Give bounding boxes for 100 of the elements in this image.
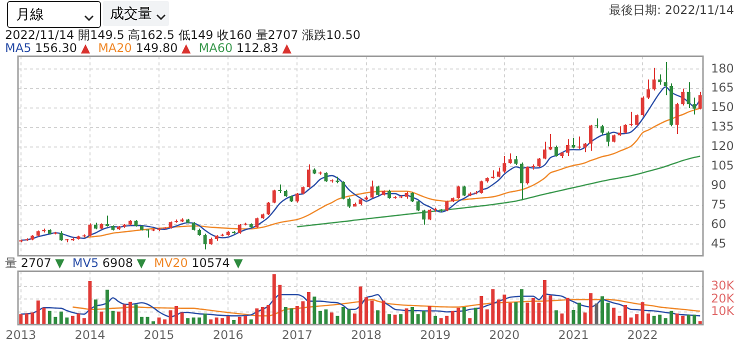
line-series [72,298,701,316]
bar [70,316,74,325]
x-tick-label: 2017 [282,328,312,342]
bar [24,314,28,325]
y-tick-label: 150 [711,100,734,114]
text: 月線 [16,6,44,24]
bar [140,316,144,325]
bar [48,310,52,325]
bar [640,302,644,325]
bar [105,290,109,325]
bar [491,289,495,325]
bar [255,308,259,325]
bar [376,310,380,325]
bar [393,314,397,325]
bar [675,314,679,325]
bar [198,317,202,325]
bar [295,306,299,325]
bar [485,309,489,325]
x-tick-label: 2016 [212,328,244,342]
bar [330,312,334,325]
bar [422,310,426,325]
bar [428,306,432,325]
x-tick-label: 2019 [420,328,451,342]
bar [542,280,546,325]
bar [531,298,535,325]
text: MA20 149.80 ▲ [98,41,191,55]
bar [578,302,581,325]
y-tick-label: 45 [711,236,726,250]
bar [439,318,443,325]
bar [260,307,264,325]
bar [168,310,172,325]
bar [416,314,420,325]
bar [514,302,518,325]
bar [548,295,552,325]
bar [664,318,668,325]
bar [192,317,196,325]
x-tick-label: 2015 [144,328,174,342]
bar [692,314,696,325]
bar [214,317,218,325]
bar [290,308,294,325]
y-tick-label: 120 [711,139,734,154]
bar [399,314,403,325]
x-tick-label: 2018 [350,328,382,342]
bar [450,310,454,325]
bar [646,314,650,325]
y-tick-label: 165 [711,80,734,95]
bar [434,316,438,325]
bar [278,284,282,325]
bar [624,305,628,325]
bar [612,308,616,325]
y-tick-label: 90 [711,178,726,192]
bar [445,316,449,325]
x-tick-label: 2021 [558,328,589,342]
bar [526,302,530,325]
y-tick-label: 75 [711,197,726,212]
bar [324,309,328,325]
bar [629,317,633,325]
bar [537,302,541,325]
line-series [20,293,701,318]
bar [312,296,316,325]
x-tick-label: 2020 [489,328,520,342]
bar [353,314,356,325]
bar [635,314,639,325]
bar [128,302,132,325]
bar [520,289,524,325]
x-tick-label: 2013 [6,328,36,342]
bar [30,312,34,325]
bar [686,314,690,325]
bar [404,308,408,325]
bar [174,306,178,325]
bar [157,317,161,325]
bar [496,300,500,325]
bar [554,310,558,325]
bar [117,312,120,325]
y-tick-label: 180 [711,61,734,76]
bar [301,301,305,325]
bar [566,298,570,325]
y-tick-label: 20K [711,291,736,306]
bar [238,316,242,325]
x-tick-label: 2022 [627,328,658,342]
bar [203,314,207,325]
bar [681,316,685,325]
bar [54,316,58,325]
bar [336,316,340,325]
bar [100,312,104,325]
text: MA60 112.83 ▲ [198,41,292,55]
bar [306,292,310,325]
line-series [296,156,701,228]
bar [226,316,230,325]
bar [658,314,662,325]
bar [480,296,484,325]
text: 最後日期: 2022/11/14 [608,2,734,19]
bar [36,300,40,325]
bar [508,302,512,325]
bar [589,293,592,325]
bar [19,314,23,325]
bar [272,274,276,325]
chart-subtitle: 2022/11/14 開149.5 高162.5 低149 收160 量2707 漲跌10.50 [5,28,360,42]
bar [284,307,288,325]
y-tick-label: 10K [711,304,736,318]
